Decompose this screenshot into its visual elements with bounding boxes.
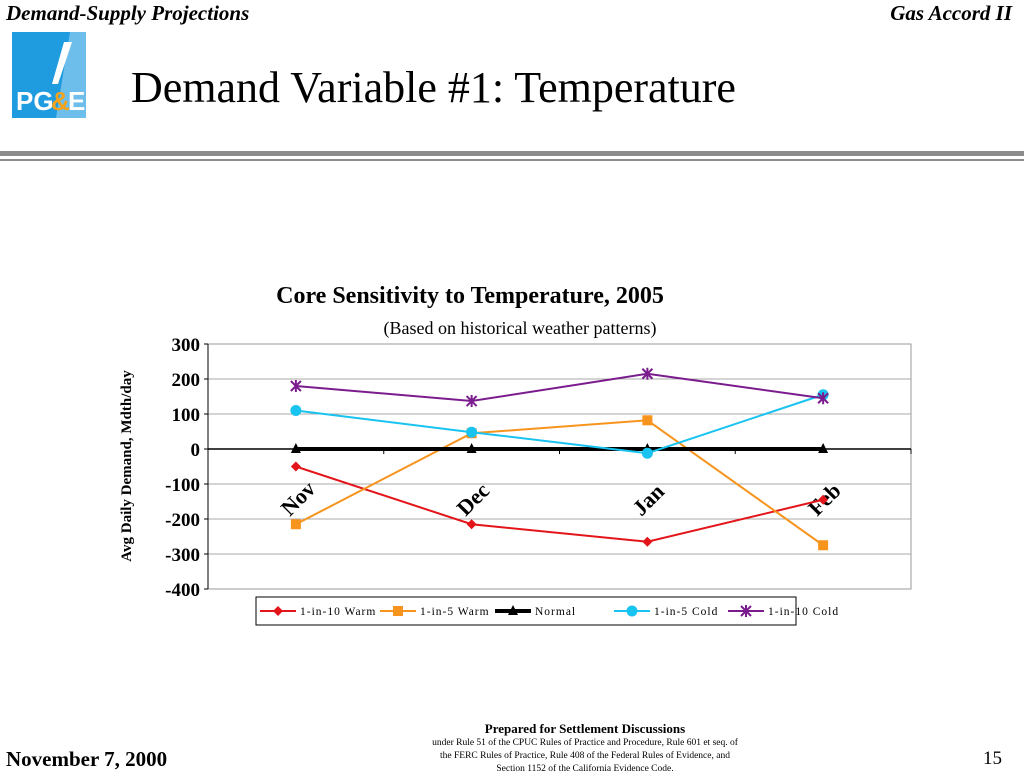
series-1-in-10-warm	[290, 461, 829, 547]
series-line-1-in-10-cold	[295, 372, 824, 403]
settlement-notice-line-1: under Rule 51 of the CPUC Rules of Pract…	[432, 738, 738, 748]
header-divider	[0, 151, 1024, 156]
y-axis-ticks: 300 200 100 0 -100 -200 -300 -400	[165, 335, 209, 601]
data-point-1-in-10-warm	[290, 461, 301, 472]
data-point-normal	[818, 443, 829, 453]
y-tick-label: 100	[172, 405, 201, 426]
data-point-1-in-5-warm	[642, 415, 653, 426]
settlement-notice-line-3: Section 1152 of the California Evidence …	[496, 764, 674, 774]
data-point-normal	[466, 443, 477, 453]
y-tick-label: -400	[165, 580, 200, 601]
temperature-sensitivity-chart: Core Sensitivity to Temperature, 2005 (B…	[119, 283, 912, 626]
data-point-1-in-5-warm	[818, 540, 829, 551]
header-left-title: Demand-Supply Projections	[6, 1, 250, 25]
series-layer	[290, 367, 829, 551]
data-point-1-in-5-cold	[466, 426, 478, 438]
data-point-1-in-10-cold	[817, 392, 829, 405]
data-point-1-in-10-warm	[642, 536, 653, 547]
data-point-1-in-10-warm	[818, 494, 829, 505]
header-divider-thin	[0, 159, 1024, 161]
data-point-1-in-5-cold	[641, 447, 653, 459]
legend-marker-1-in-5-warm	[393, 606, 403, 616]
y-tick-label: 300	[172, 335, 201, 356]
pge-logo: PG & E	[12, 32, 86, 118]
legend-items: 1-in-10 Warm 1-in-5 Warm Normal 1-in-5 Cold…	[260, 605, 839, 618]
settlement-notice: Prepared for Settlement Discussions unde…	[385, 721, 785, 776]
series-1-in-10-cold	[290, 367, 829, 408]
y-tick-label: -300	[165, 545, 200, 566]
data-point-1-in-10-warm	[466, 519, 477, 530]
y-tick-label: 200	[172, 370, 201, 391]
legend-label-1-in-5-warm: 1-in-5 Warm	[420, 606, 490, 618]
svg-text:E: E	[68, 86, 85, 116]
chart-title: Core Sensitivity to Temperature, 2005	[276, 283, 664, 309]
svg-text:&: &	[51, 86, 70, 116]
legend-label-1-in-10-warm: 1-in-10 Warm	[300, 606, 376, 618]
y-tick-label: -100	[165, 475, 200, 496]
data-point-1-in-5-cold	[290, 405, 302, 416]
y-tick-label: -200	[165, 510, 200, 531]
y-axis-label: Avg Daily Demand, Mdth/day	[119, 370, 135, 562]
legend-marker-1-in-5-cold	[626, 605, 638, 617]
settlement-notice-title: Prepared for Settlement Discussions	[484, 721, 686, 736]
series-line-1-in-5-warm	[295, 419, 824, 547]
page-number: 15	[983, 748, 1002, 769]
slide-title: Demand Variable #1: Temperature	[131, 63, 736, 112]
footer-date: November 7, 2000	[6, 747, 168, 771]
header-right-title: Gas Accord II	[890, 1, 1012, 25]
legend-marker-1-in-10-cold	[740, 605, 752, 617]
legend-marker-1-in-10-warm	[273, 606, 283, 616]
legend-marker-normal	[508, 605, 518, 615]
chart-subtitle: (Based on historical weather patterns)	[384, 318, 657, 339]
data-point-1-in-10-cold	[641, 367, 654, 380]
legend-label-normal: Normal	[535, 606, 576, 618]
data-point-1-in-10-cold	[290, 380, 302, 392]
series-line-1-in-10-warm	[295, 465, 824, 543]
settlement-notice-line-2: the FERC Rules of Practice, Rule 408 of …	[440, 751, 730, 761]
legend-label-1-in-5-cold: 1-in-5 Cold	[654, 606, 718, 618]
data-point-1-in-10-cold	[465, 395, 478, 408]
plot-area	[207, 343, 912, 590]
data-point-normal	[290, 443, 301, 453]
series-line-1-in-5-cold	[295, 393, 824, 455]
data-point-1-in-5-warm	[290, 519, 301, 530]
svg-text:PG: PG	[16, 86, 54, 116]
legend-label-1-in-10-cold: 1-in-10 Cold	[768, 606, 839, 618]
y-tick-label: 0	[191, 440, 201, 461]
